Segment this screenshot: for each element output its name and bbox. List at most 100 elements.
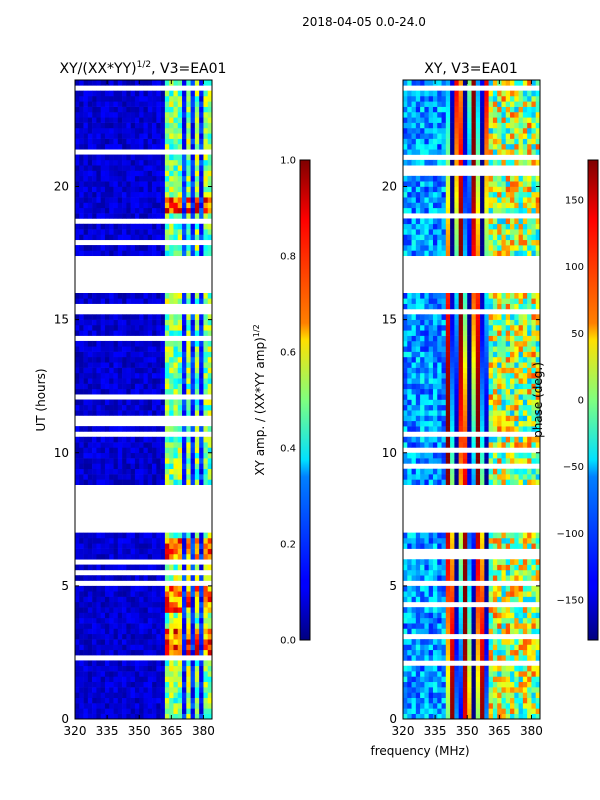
heatmap-cell: [130, 697, 136, 704]
heatmap-cell: [152, 399, 157, 406]
heatmap-cell: [535, 591, 540, 597]
heatmap-cell: [514, 628, 519, 635]
heatmap-cell: [130, 713, 136, 719]
heatmap-cell: [203, 245, 209, 251]
heatmap-cell: [109, 191, 114, 198]
heatmap-cell: [139, 442, 144, 448]
heatmap-cell: [424, 532, 429, 539]
heatmap-cell: [126, 468, 131, 475]
heatmap-cell: [100, 681, 106, 688]
heatmap-cell: [428, 559, 434, 565]
heatmap-cell: [130, 122, 136, 129]
heatmap-cell: [203, 127, 209, 134]
heatmap-cell: [156, 293, 161, 299]
heatmap-cell: [117, 111, 123, 118]
heatmap-cell: [492, 234, 498, 241]
heatmap-cell: [420, 575, 425, 581]
heatmap-cell: [458, 623, 464, 629]
heatmap-cell: [134, 692, 140, 699]
heatmap-cell: [458, 617, 464, 624]
heatmap-cell: [462, 713, 468, 719]
heatmap-cell: [445, 665, 451, 672]
heatmap-cell: [497, 399, 502, 406]
heatmap-cell: [441, 543, 447, 549]
heatmap-cell: [117, 234, 123, 241]
heatmap-cell: [190, 649, 196, 656]
heatmap-cell: [104, 644, 110, 651]
heatmap-cell: [441, 665, 447, 672]
heatmap-cell: [190, 410, 196, 416]
heatmap-cell: [194, 404, 200, 411]
heatmap-cell: [450, 340, 455, 347]
heatmap-cell: [126, 676, 131, 683]
heatmap-cell: [75, 532, 80, 539]
heatmap-cell: [492, 394, 498, 400]
heatmap-cell: [480, 537, 485, 544]
heatmap-cell: [501, 426, 507, 432]
heatmap-cell: [518, 532, 524, 539]
heatmap-cell: [177, 532, 183, 539]
heatmap-cell: [471, 245, 477, 251]
heatmap-cell: [471, 324, 477, 331]
heatmap-cell: [531, 708, 537, 714]
heatmap-cell: [177, 660, 183, 667]
heatmap-cell: [190, 474, 196, 480]
heatmap-cell: [403, 468, 408, 475]
heatmap-cell: [92, 245, 97, 251]
heatmap-cell: [177, 234, 183, 241]
heatmap-cell: [169, 708, 174, 714]
heatmap-cell: [143, 548, 149, 555]
heatmap-cell: [147, 356, 153, 363]
heatmap-cell: [126, 607, 131, 613]
heatmap-cell: [113, 479, 119, 485]
heatmap-cell: [415, 234, 421, 241]
heatmap-cell: [203, 399, 209, 406]
heatmap-cell: [122, 170, 127, 177]
heatmap-cell: [497, 372, 502, 379]
heatmap-cell: [122, 127, 127, 134]
heatmap-cell: [139, 644, 144, 651]
heatmap-cell: [164, 191, 170, 198]
heatmap-cell: [139, 351, 144, 358]
heatmap-cell: [122, 143, 127, 150]
heatmap-cell: [454, 356, 459, 363]
heatmap-cell: [113, 687, 119, 693]
heatmap-cell: [441, 607, 447, 613]
heatmap-cell: [505, 543, 511, 549]
heatmap-cell: [514, 564, 519, 571]
heatmap-cell: [203, 649, 209, 656]
heatmap-cell: [203, 660, 209, 667]
heatmap-cell: [437, 394, 442, 400]
heatmap-cell: [87, 143, 93, 150]
heatmap-cell: [522, 239, 528, 246]
heatmap-cell: [182, 165, 187, 171]
heatmap-cell: [96, 399, 101, 406]
heatmap-cell: [190, 479, 196, 485]
heatmap-cell: [122, 340, 127, 347]
heatmap-cell: [437, 319, 442, 326]
heatmap-cell: [87, 133, 93, 139]
heatmap-cell: [480, 591, 485, 597]
heatmap-cell: [420, 245, 425, 251]
heatmap-cell: [411, 564, 417, 571]
heatmap-cell: [100, 170, 106, 177]
heatmap-cell: [147, 612, 153, 619]
heatmap-cell: [467, 617, 472, 624]
heatmap-cell: [143, 138, 149, 145]
heatmap-cell: [169, 229, 174, 235]
heatmap-cell: [130, 410, 136, 416]
heatmap-cell: [415, 319, 421, 326]
heatmap-cell: [505, 559, 511, 565]
heatmap-cell: [403, 383, 408, 390]
heatmap-cell: [117, 181, 123, 187]
heatmap-cell: [531, 367, 537, 374]
heatmap-cell: [207, 101, 212, 107]
heatmap-cell: [492, 474, 498, 480]
heatmap-cell: [100, 639, 106, 645]
heatmap-cell: [514, 250, 519, 257]
heatmap-cell: [207, 191, 212, 198]
heatmap-cell: [428, 378, 434, 384]
heatmap-cell: [117, 532, 123, 539]
heatmap-cell: [134, 367, 140, 374]
heatmap-cell: [87, 372, 93, 379]
